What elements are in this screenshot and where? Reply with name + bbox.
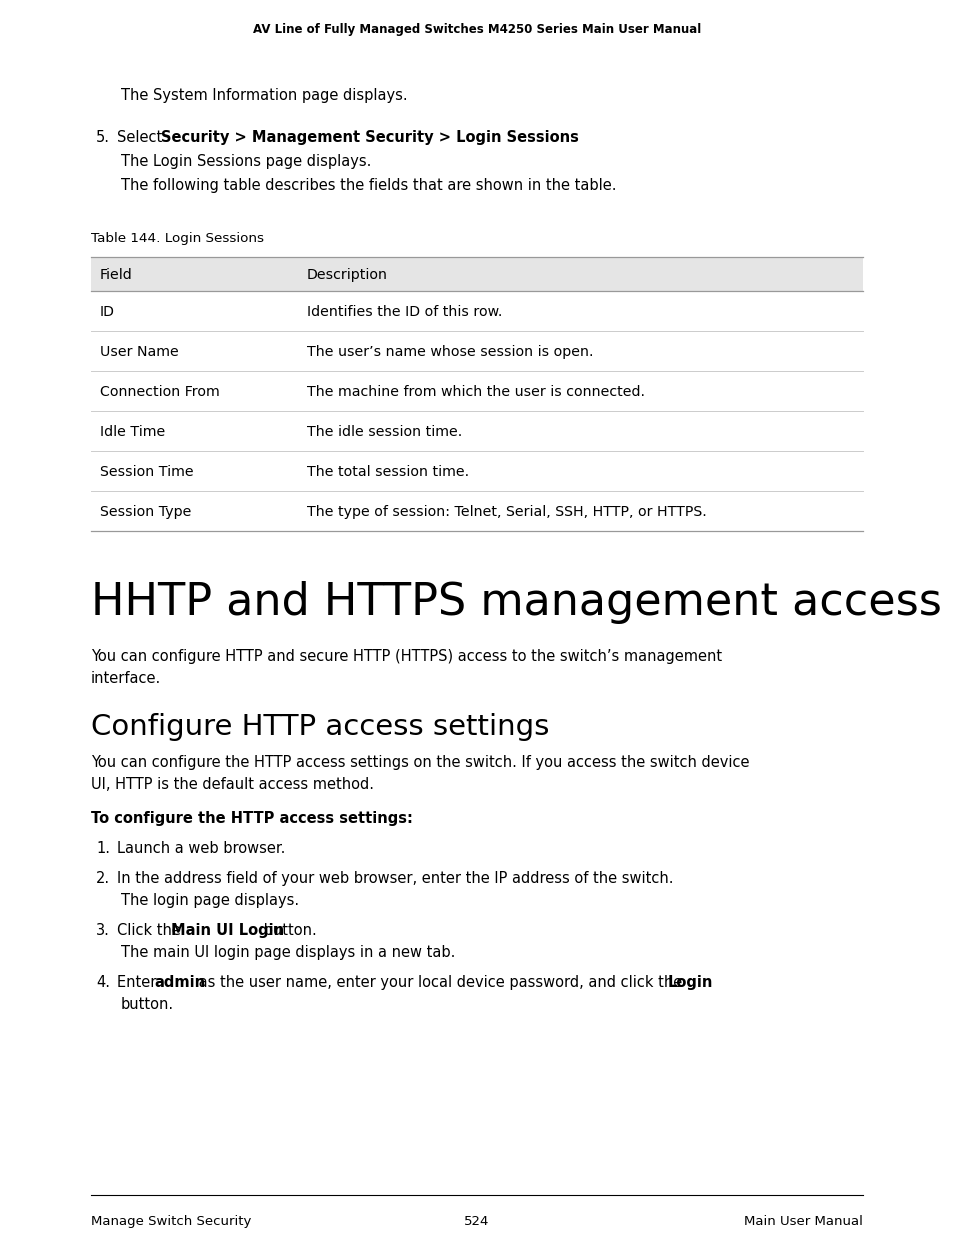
Text: 2.: 2. bbox=[96, 871, 110, 885]
Text: 1.: 1. bbox=[96, 841, 110, 856]
Text: In the address field of your web browser, enter the IP address of the switch.: In the address field of your web browser… bbox=[117, 871, 673, 885]
Text: 4.: 4. bbox=[96, 974, 110, 990]
Text: AV Line of Fully Managed Switches M4250 Series Main User Manual: AV Line of Fully Managed Switches M4250 … bbox=[253, 23, 700, 37]
Text: Session Type: Session Type bbox=[100, 505, 192, 519]
Text: The machine from which the user is connected.: The machine from which the user is conne… bbox=[307, 385, 644, 399]
Text: HHTP and HTTPS management access: HHTP and HTTPS management access bbox=[91, 580, 941, 624]
Text: To configure the HTTP access settings:: To configure the HTTP access settings: bbox=[91, 811, 413, 826]
Text: The total session time.: The total session time. bbox=[307, 466, 469, 479]
Text: Description: Description bbox=[307, 268, 388, 282]
Text: You can configure the HTTP access settings on the switch. If you access the swit: You can configure the HTTP access settin… bbox=[91, 755, 749, 769]
Text: Connection From: Connection From bbox=[100, 385, 219, 399]
Text: Select: Select bbox=[117, 130, 167, 144]
Text: as the user name, enter your local device password, and click the: as the user name, enter your local devic… bbox=[193, 974, 686, 990]
Text: The login page displays.: The login page displays. bbox=[121, 893, 299, 908]
Text: button.: button. bbox=[258, 923, 316, 939]
Text: Login: Login bbox=[667, 974, 713, 990]
Text: .: . bbox=[465, 130, 470, 144]
Text: The user’s name whose session is open.: The user’s name whose session is open. bbox=[307, 345, 593, 359]
Text: You can configure HTTP and secure HTTP (HTTPS) access to the switch’s management: You can configure HTTP and secure HTTP (… bbox=[91, 650, 721, 664]
Text: The Login Sessions page displays.: The Login Sessions page displays. bbox=[121, 154, 371, 169]
Text: 5.: 5. bbox=[96, 130, 110, 144]
Text: Main User Manual: Main User Manual bbox=[743, 1215, 862, 1228]
Text: The type of session: Telnet, Serial, SSH, HTTP, or HTTPS.: The type of session: Telnet, Serial, SSH… bbox=[307, 505, 706, 519]
Text: 524: 524 bbox=[464, 1215, 489, 1228]
Text: Identifies the ID of this row.: Identifies the ID of this row. bbox=[307, 305, 501, 319]
Text: Session Time: Session Time bbox=[100, 466, 193, 479]
Text: interface.: interface. bbox=[91, 671, 161, 685]
Text: The idle session time.: The idle session time. bbox=[307, 425, 461, 438]
Text: Launch a web browser.: Launch a web browser. bbox=[117, 841, 285, 856]
Text: Security > Management Security > Login Sessions: Security > Management Security > Login S… bbox=[161, 130, 578, 144]
Text: Enter: Enter bbox=[117, 974, 161, 990]
Text: 3.: 3. bbox=[96, 923, 110, 939]
Text: Table 144. Login Sessions: Table 144. Login Sessions bbox=[91, 232, 264, 245]
Text: Configure HTTP access settings: Configure HTTP access settings bbox=[91, 713, 549, 741]
Text: Idle Time: Idle Time bbox=[100, 425, 165, 438]
Text: Field: Field bbox=[100, 268, 132, 282]
Text: button.: button. bbox=[121, 997, 174, 1011]
Text: User Name: User Name bbox=[100, 345, 178, 359]
Text: Manage Switch Security: Manage Switch Security bbox=[91, 1215, 251, 1228]
Text: The System Information page displays.: The System Information page displays. bbox=[121, 88, 407, 103]
Text: The main UI login page displays in a new tab.: The main UI login page displays in a new… bbox=[121, 945, 455, 960]
Text: ID: ID bbox=[100, 305, 115, 319]
Text: Main UI Login: Main UI Login bbox=[171, 923, 284, 939]
Text: Click the: Click the bbox=[117, 923, 185, 939]
Bar bbox=[91, 257, 862, 291]
Text: UI, HTTP is the default access method.: UI, HTTP is the default access method. bbox=[91, 777, 374, 792]
Text: The following table describes the fields that are shown in the table.: The following table describes the fields… bbox=[121, 178, 616, 193]
Text: admin: admin bbox=[153, 974, 205, 990]
